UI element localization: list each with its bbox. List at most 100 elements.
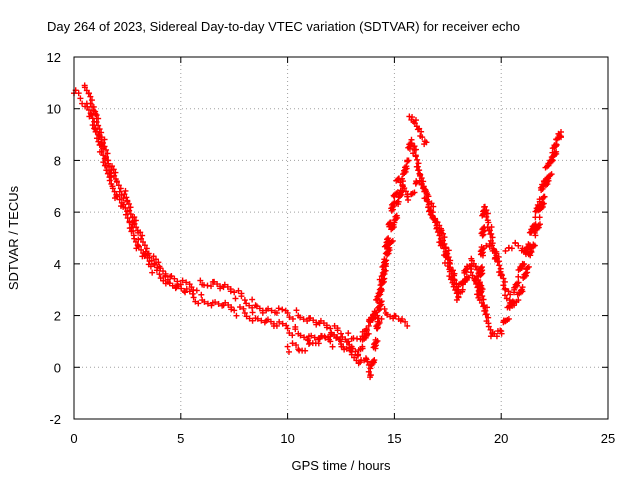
data-point-marker — [153, 267, 160, 274]
data-point-marker — [507, 291, 514, 298]
data-point-marker — [109, 185, 116, 192]
data-point-marker — [138, 246, 145, 253]
data-point-marker — [428, 200, 435, 207]
data-point-marker — [445, 247, 452, 254]
data-point-marker — [395, 176, 402, 183]
data-point-marker — [478, 265, 485, 272]
data-point-marker — [403, 163, 410, 170]
data-point-marker — [413, 179, 420, 186]
data-point-marker — [152, 256, 159, 263]
data-point-marker — [276, 318, 283, 325]
data-point-marker — [182, 289, 189, 296]
data-point-marker — [497, 268, 504, 275]
data-point-marker — [488, 230, 495, 237]
data-point-marker — [123, 194, 130, 201]
data-point-marker — [135, 236, 142, 243]
data-point-marker — [341, 346, 348, 353]
data-point-marker — [120, 201, 127, 208]
data-point-marker — [109, 163, 116, 170]
data-point-marker — [139, 232, 146, 239]
data-point-marker — [416, 177, 423, 184]
data-point-marker — [103, 153, 110, 160]
data-point-marker — [323, 324, 330, 331]
data-point-marker — [132, 217, 139, 224]
data-point-marker — [374, 318, 381, 325]
data-point-marker — [416, 125, 423, 132]
data-point-marker — [521, 261, 528, 268]
y-tick-label: 8 — [54, 153, 61, 168]
data-point-marker — [386, 220, 393, 227]
data-point-marker — [285, 348, 292, 355]
data-point-marker — [525, 263, 532, 270]
data-point-marker — [149, 269, 156, 276]
data-point-marker — [338, 338, 344, 345]
data-point-marker — [273, 322, 280, 329]
data-point-marker — [485, 323, 492, 330]
axis-ticks — [73, 56, 609, 420]
data-point-marker — [112, 169, 119, 176]
data-point-marker — [378, 298, 385, 305]
data-point-marker — [381, 256, 388, 263]
data-point-marker — [365, 322, 372, 329]
data-point-marker — [95, 115, 102, 122]
data-point-marker — [103, 146, 110, 153]
data-point-marker — [177, 281, 184, 288]
data-point-marker — [532, 232, 539, 239]
data-point-marker — [384, 236, 391, 243]
data-point-marker — [156, 271, 163, 278]
data-point-marker — [215, 300, 222, 307]
data-point-marker — [88, 111, 95, 118]
data-point-marker — [127, 211, 134, 218]
data-point-marker — [289, 340, 296, 347]
data-point-marker — [440, 245, 447, 252]
data-point-marker — [469, 272, 476, 279]
data-point-marker — [227, 288, 234, 295]
data-point-marker — [268, 307, 275, 314]
data-point-marker — [412, 180, 419, 187]
y-tick-labels: -2 0 2 4 6 8 10 12 — [47, 50, 61, 427]
data-point-marker — [147, 263, 154, 270]
data-point-marker — [273, 309, 280, 316]
data-point-marker — [404, 322, 411, 329]
data-point-marker — [131, 220, 138, 227]
data-point-marker — [155, 259, 162, 266]
data-point-marker — [496, 258, 503, 265]
data-point-marker — [452, 287, 459, 294]
data-point-marker — [485, 219, 492, 226]
x-tick-label: 0 — [70, 431, 77, 446]
data-point-marker — [483, 311, 490, 318]
data-point-marker — [293, 342, 300, 349]
data-point-marker — [440, 230, 447, 237]
data-point-marker — [98, 148, 105, 155]
data-point-marker — [481, 203, 488, 210]
data-point-marker — [150, 253, 157, 260]
data-point-marker — [370, 358, 377, 365]
data-point-marker — [488, 224, 495, 231]
data-point-marker — [117, 185, 124, 192]
data-point-marker — [297, 314, 304, 321]
data-point-marker — [313, 321, 320, 328]
data-point-marker — [363, 326, 370, 333]
data-point-marker — [362, 355, 369, 362]
data-point-marker — [487, 326, 494, 333]
data-point-marker — [327, 338, 334, 345]
data-point-marker — [498, 330, 505, 337]
x-tick-label: 25 — [601, 431, 615, 446]
data-point-marker — [204, 300, 211, 307]
series-2 — [81, 82, 411, 345]
data-point-marker — [110, 166, 117, 173]
data-point-marker — [489, 234, 496, 241]
data-point-marker — [338, 330, 344, 337]
y-tick-label: 4 — [54, 257, 61, 272]
data-point-marker — [315, 340, 322, 347]
x-tick-labels: 0 5 10 15 20 25 — [70, 431, 615, 446]
chart-title: Day 264 of 2023, Sidereal Day-to-day VTE… — [47, 19, 520, 34]
data-point-marker — [449, 267, 456, 274]
data-point-marker — [485, 314, 492, 321]
data-point-marker — [311, 334, 318, 341]
data-point-marker — [89, 115, 96, 122]
data-point-marker — [179, 277, 186, 284]
data-point-marker — [450, 283, 457, 290]
data-point-marker — [131, 214, 138, 221]
data-point-marker — [138, 235, 145, 242]
